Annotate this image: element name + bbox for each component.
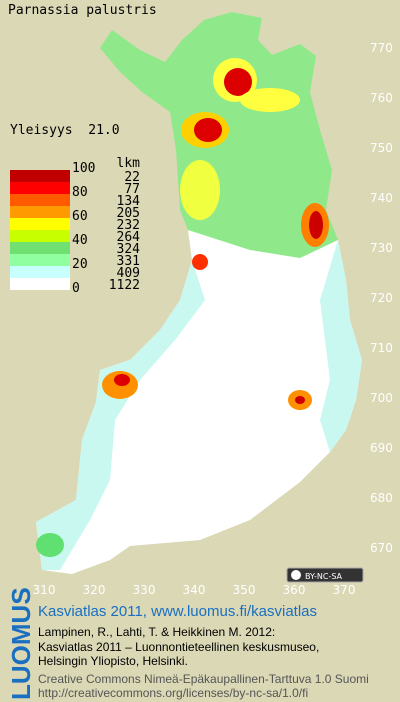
- legend-swatch: [10, 206, 70, 218]
- north-label: 670: [370, 541, 393, 555]
- count-header: lkm: [117, 156, 141, 171]
- legend-count: 331: [117, 254, 140, 269]
- citation: Kasviatlas 2011 – Luonnontieteellinen ke…: [38, 640, 319, 654]
- north-label: 700: [370, 391, 393, 405]
- legend-count: 1122: [109, 278, 140, 293]
- legend-count: 22: [124, 170, 140, 185]
- north-label: 680: [370, 491, 393, 505]
- legend-swatch: [10, 242, 70, 254]
- patch: [194, 118, 222, 142]
- patch: [36, 533, 64, 557]
- license-url: http://creativecommons.org/licenses/by-n…: [38, 686, 308, 700]
- legend-swatch: [10, 194, 70, 206]
- north-label: 770: [370, 41, 393, 55]
- legend-swatch: [10, 218, 70, 230]
- north-label: 740: [370, 191, 393, 205]
- coast-west: [36, 260, 205, 570]
- legend-count: 324: [117, 242, 141, 257]
- legend-swatch: [10, 182, 70, 194]
- east-label: 310: [33, 583, 56, 597]
- legend-level: 0: [72, 281, 80, 296]
- east-label: 320: [83, 583, 106, 597]
- legend-count: 264: [117, 230, 141, 245]
- patch: [114, 374, 130, 386]
- east-label: 370: [333, 583, 356, 597]
- north-label: 720: [370, 291, 393, 305]
- legend-swatch: [10, 230, 70, 242]
- citation: Helsingin Yliopisto, Helsinki.: [38, 654, 188, 668]
- patch: [180, 160, 220, 220]
- north-label: 730: [370, 241, 393, 255]
- map: [36, 12, 362, 574]
- legend-swatch: [10, 266, 70, 278]
- legend-swatch: [10, 278, 70, 290]
- patch: [309, 211, 323, 239]
- east-label: 330: [133, 583, 156, 597]
- north-label: 760: [370, 91, 393, 105]
- legend: 100 80 60 40 20 0 2277134205232264324331409112…: [10, 161, 140, 296]
- legend-count: 205: [117, 206, 140, 221]
- legend-count: 409: [117, 266, 140, 281]
- patch: [240, 88, 300, 112]
- legend-swatch: [10, 170, 70, 182]
- brand: LUOMUS: [6, 587, 36, 700]
- badge-text: BY-NC-SA: [305, 572, 343, 581]
- cc-icon: [291, 570, 301, 580]
- species-title: Parnassia palustris: [8, 3, 157, 18]
- east-label: 360: [283, 583, 306, 597]
- legend-level: 100: [72, 161, 95, 176]
- north-label: 690: [370, 441, 393, 455]
- license-badge: BY-NC-SA: [286, 567, 364, 583]
- east-label: 350: [233, 583, 256, 597]
- patch: [192, 254, 208, 270]
- legend-count: 232: [117, 218, 140, 233]
- patch: [295, 396, 305, 404]
- license-text: Creative Commons Nimeä-Epäkaupallinen-Ta…: [38, 672, 369, 686]
- legend-swatch: [10, 254, 70, 266]
- footer-heading: Kasviatlas 2011, www.luomus.fi/kasviatla…: [38, 603, 317, 620]
- finland-south: [36, 230, 362, 574]
- legend-count: 134: [117, 194, 141, 209]
- frequency: Yleisyys 21.0: [10, 123, 120, 138]
- east-label: 340: [183, 583, 206, 597]
- legend-level: 20: [72, 257, 88, 272]
- north-label: 710: [370, 341, 393, 355]
- citation: Lampinen, R., Lahti, T. & Heikkinen M. 2…: [38, 625, 275, 639]
- legend-level: 80: [72, 185, 88, 200]
- badge-box: [286, 567, 364, 583]
- patch: [224, 68, 252, 96]
- north-label: 750: [370, 141, 393, 155]
- legend-level: 60: [72, 209, 88, 224]
- legend-count: 77: [124, 182, 140, 197]
- border-east: [320, 240, 362, 452]
- legend-level: 40: [72, 233, 88, 248]
